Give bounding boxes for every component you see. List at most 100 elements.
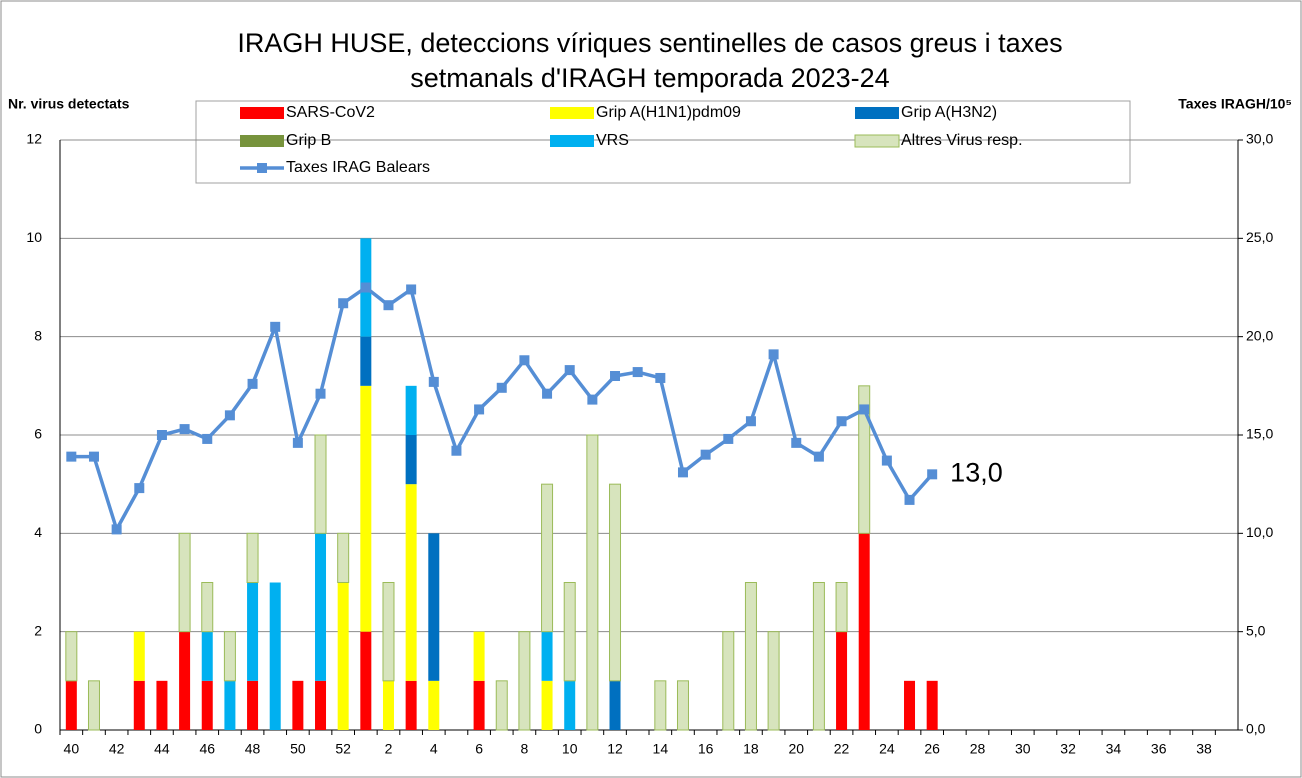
bar [654, 680, 667, 731]
bar [473, 631, 485, 681]
legend-label: SARS-CoV2 [286, 104, 375, 121]
line-marker [496, 382, 507, 393]
bar [292, 680, 304, 730]
y2-tick-label: 30,0 [1246, 131, 1273, 147]
y-tick-label: 12 [26, 131, 42, 147]
legend-swatch [240, 107, 284, 119]
legend [195, 100, 1131, 184]
bar [133, 680, 145, 730]
bar [314, 434, 327, 534]
x-tick-label: 52 [335, 741, 351, 757]
y2-tick-label: 25,0 [1246, 229, 1273, 245]
line-marker [927, 469, 938, 480]
legend-label: Grip B [286, 132, 331, 149]
line-marker [564, 365, 575, 376]
line-marker [224, 410, 235, 421]
line-marker [768, 349, 779, 360]
bar [609, 483, 622, 682]
x-tick-label: 22 [834, 741, 850, 757]
bar [722, 631, 735, 731]
line-marker [655, 372, 666, 383]
x-tick-label: 50 [290, 741, 306, 757]
x-tick-label: 40 [64, 741, 80, 757]
line-marker [428, 376, 439, 387]
line-marker [66, 451, 77, 462]
y-axis-label: Nr. virus detectats [8, 96, 130, 112]
bar [405, 680, 417, 730]
x-tick-label: 6 [475, 741, 483, 757]
line-marker [451, 445, 462, 456]
bar [428, 680, 440, 730]
line-marker [270, 321, 281, 332]
bar [563, 582, 576, 682]
bar [337, 582, 349, 730]
bar [133, 631, 145, 681]
bar [405, 385, 417, 435]
line-marker [383, 300, 394, 311]
x-tick-label: 12 [607, 741, 623, 757]
x-tick-label: 14 [653, 741, 669, 757]
bar [495, 680, 508, 731]
legend-swatch [855, 107, 899, 119]
x-tick-label: 4 [430, 741, 438, 757]
legend-swatch [550, 107, 594, 119]
line-marker [904, 494, 915, 505]
bar [858, 533, 870, 730]
line-marker [542, 388, 553, 399]
bar [904, 680, 916, 730]
y-tick-label: 2 [34, 622, 42, 638]
line-marker [836, 416, 847, 427]
y-tick-label: 8 [34, 327, 42, 343]
bar [360, 336, 372, 386]
line-marker [134, 483, 145, 494]
legend-swatch [550, 135, 594, 147]
bar [223, 631, 236, 682]
bar [201, 582, 214, 633]
bar [609, 680, 621, 730]
x-tick-label: 26 [924, 741, 940, 757]
x-tick-label: 28 [970, 741, 986, 757]
bar [744, 582, 757, 731]
bar [812, 582, 825, 731]
bar [87, 680, 100, 731]
x-tick-label: 20 [788, 741, 804, 757]
x-tick-label: 2 [385, 741, 393, 757]
line-marker [700, 449, 711, 460]
line-marker [360, 282, 371, 293]
x-tick-label: 18 [743, 741, 759, 757]
chart-title: setmanals d'IRAGH temporada 2023-24 [410, 63, 889, 93]
legend-label: Altres Virus resp. [901, 132, 1023, 149]
line-marker [474, 404, 485, 415]
x-tick-label: 30 [1015, 741, 1031, 757]
line-marker [632, 367, 643, 378]
line-marker [859, 404, 870, 415]
bar [586, 434, 599, 731]
bar [858, 385, 871, 534]
x-tick-label: 46 [199, 741, 215, 757]
bar [65, 680, 77, 730]
line-marker [111, 524, 122, 535]
bar [382, 582, 395, 682]
legend-swatch [854, 134, 900, 148]
y2-axis-label: Taxes IRAGH/10⁵ [1178, 96, 1292, 112]
line-marker [723, 433, 734, 444]
bar [201, 631, 213, 681]
line-marker [156, 430, 167, 440]
bar [178, 532, 191, 633]
bar [541, 631, 553, 681]
bar [836, 631, 848, 730]
legend-label: Grip A(H1N1)pdm09 [596, 104, 741, 121]
line-marker [315, 388, 326, 399]
legend-swatch [257, 163, 267, 173]
legend-label: Grip A(H3N2) [901, 104, 997, 121]
line-marker [881, 455, 892, 466]
bar [360, 631, 372, 730]
line-marker [813, 451, 824, 462]
line-marker [202, 433, 213, 444]
line-marker [179, 424, 190, 435]
line-marker [247, 378, 258, 389]
bar [201, 680, 213, 730]
line-marker [406, 284, 417, 295]
